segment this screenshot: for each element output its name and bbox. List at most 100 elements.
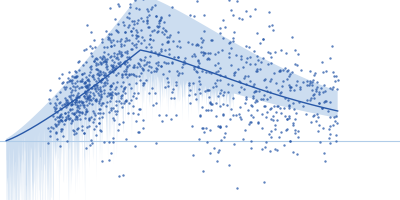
Point [75, 60, 82, 63]
Point [208, 71, 214, 75]
Point [130, 23, 137, 26]
Point [98, 129, 104, 133]
Point [214, 160, 220, 163]
Point [73, 111, 79, 114]
Point [249, 115, 256, 118]
Point [87, 66, 93, 69]
Point [94, 71, 101, 74]
Point [108, 33, 114, 36]
Point [111, 60, 118, 63]
Point [261, 79, 267, 82]
Point [140, 58, 147, 61]
Point [113, 74, 119, 77]
Point [59, 72, 65, 75]
Point [130, 105, 136, 108]
Point [120, 120, 126, 123]
Point [102, 57, 108, 60]
Point [94, 67, 101, 70]
Point [121, 101, 127, 104]
Point [146, 14, 152, 17]
Point [64, 102, 71, 105]
Point [142, 56, 148, 59]
Point [79, 111, 86, 114]
Point [124, 61, 130, 64]
Point [292, 128, 298, 131]
Point [108, 108, 114, 112]
Point [74, 127, 80, 130]
Point [91, 77, 97, 81]
Point [85, 96, 91, 99]
Point [246, 122, 252, 125]
Point [326, 127, 332, 130]
Point [160, 32, 167, 35]
Point [233, 0, 240, 3]
Point [99, 56, 106, 60]
Point [230, 36, 236, 39]
Point [153, 102, 159, 105]
Point [133, 120, 139, 123]
Point [83, 76, 89, 79]
Point [207, 151, 213, 155]
Point [173, 83, 180, 86]
Point [217, 32, 224, 35]
Point [53, 124, 60, 127]
Point [132, 75, 139, 78]
Point [116, 50, 122, 53]
Point [78, 99, 84, 103]
Point [101, 73, 108, 76]
Point [139, 36, 146, 39]
Point [106, 158, 112, 161]
Point [89, 46, 96, 50]
Point [128, 48, 134, 51]
Point [92, 98, 99, 101]
Point [66, 70, 72, 73]
Point [246, 79, 253, 83]
Point [320, 91, 326, 94]
Point [86, 116, 93, 120]
Point [254, 70, 260, 73]
Point [78, 129, 85, 132]
Point [114, 30, 120, 33]
Point [203, 127, 210, 130]
Point [80, 101, 86, 104]
Point [60, 80, 66, 83]
Point [191, 53, 197, 56]
Point [63, 116, 69, 119]
Point [291, 48, 298, 52]
Point [112, 87, 118, 90]
Point [107, 63, 114, 66]
Point [68, 81, 75, 84]
Point [128, 99, 134, 102]
Point [225, 83, 231, 86]
Point [88, 31, 94, 34]
Point [57, 119, 63, 122]
Point [264, 110, 270, 114]
Point [158, 16, 164, 19]
Point [318, 87, 324, 90]
Point [97, 55, 104, 58]
Point [96, 70, 103, 74]
Point [286, 139, 293, 142]
Point [214, 50, 221, 53]
Point [78, 80, 84, 83]
Point [73, 99, 80, 102]
Point [309, 88, 316, 92]
Point [104, 46, 110, 49]
Point [186, 93, 192, 97]
Point [114, 72, 121, 75]
Point [65, 114, 72, 117]
Point [90, 96, 96, 99]
Point [62, 112, 68, 115]
Point [54, 116, 60, 119]
Point [229, 83, 235, 87]
Point [327, 132, 333, 136]
Point [112, 91, 118, 95]
Point [213, 101, 219, 105]
Point [179, 65, 185, 69]
Point [90, 118, 97, 121]
Point [126, 23, 133, 27]
Point [67, 108, 73, 111]
Point [102, 62, 109, 65]
Point [295, 129, 301, 132]
Point [77, 104, 84, 107]
